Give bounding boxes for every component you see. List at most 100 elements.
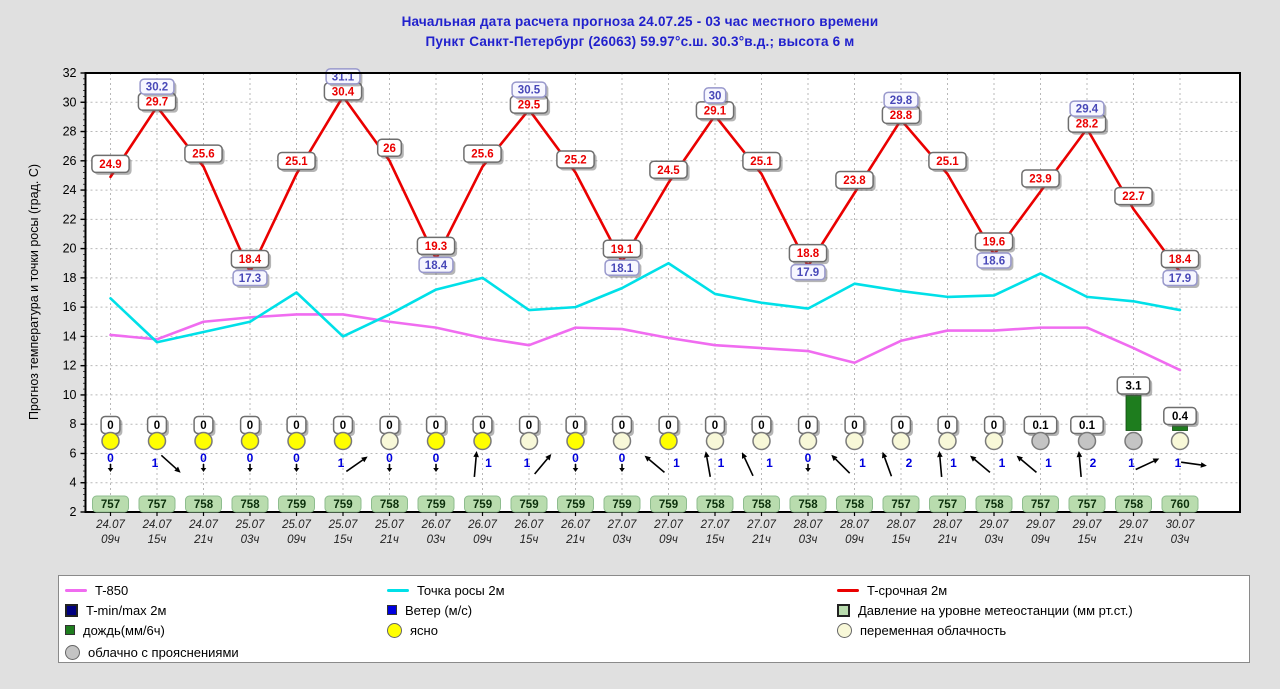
precip-value-label: 0 xyxy=(247,420,253,432)
cloud-icon-clear xyxy=(426,431,446,451)
wind-direction-arrow xyxy=(1135,460,1155,471)
wind-speed-value: 1 xyxy=(338,456,345,470)
temp-value-label: 25.1 xyxy=(936,156,959,168)
forecast-start-title: Начальная дата расчета прогноза 24.07.25… xyxy=(401,14,879,29)
y-tick-label: 30 xyxy=(63,95,77,109)
y-tick-label: 10 xyxy=(63,388,77,402)
precip-value-label: 0 xyxy=(758,420,764,432)
wind-speed-value: 1 xyxy=(950,456,957,470)
wind-speed-value: 0 xyxy=(107,451,114,465)
cloud-icon-partly xyxy=(845,431,864,451)
x-axis-date-label: 26.07 xyxy=(467,519,497,531)
legend-box: T-850 Точка росы 2м T-срочная 2м T-min/max … xyxy=(58,575,1250,663)
legend-marker-square xyxy=(65,603,78,617)
temp-value-label: 19.1 xyxy=(611,244,634,256)
wind-arrow-head xyxy=(361,456,368,463)
legend-marker-circle xyxy=(387,622,402,638)
wind-speed-value: 0 xyxy=(247,451,254,465)
cloud-icon-partly xyxy=(705,431,725,451)
x-axis-hour-label: 15ч xyxy=(520,534,539,546)
wind-speed-value: 2 xyxy=(1090,456,1097,470)
precip-value-box xyxy=(1116,376,1151,395)
wind-arrow-head xyxy=(1152,458,1160,464)
legend-item-label: ясно xyxy=(410,622,438,638)
tminmax-value-label: 17.9 xyxy=(1169,273,1191,285)
tminmax-value-box xyxy=(976,252,1012,269)
x-axis-date-label: 25.07 xyxy=(281,519,311,531)
x-axis-date-label: 27.07 xyxy=(746,519,776,531)
wind-arrow-head xyxy=(970,455,977,462)
cloud-icon-partly xyxy=(938,431,957,451)
cloud-icon-clear xyxy=(333,431,353,451)
x-axis-date-label: 29.07 xyxy=(1025,519,1055,531)
temp-value-box xyxy=(277,151,316,171)
tminmax-value-box xyxy=(511,81,547,98)
cloud-icon-partly xyxy=(380,431,399,451)
wind-arrow-head xyxy=(831,454,838,462)
cloud-icon-cloudy xyxy=(1031,431,1050,451)
precip-value-label: 0 xyxy=(572,420,578,432)
x-axis-hour-label: 03ч xyxy=(427,534,446,546)
legend-marker-line xyxy=(387,588,409,592)
temp-value-box xyxy=(376,138,403,158)
cloud-icon-cloudy xyxy=(1124,431,1143,451)
cloud-icon-clear xyxy=(566,431,585,451)
tminmax-value-label: 30.5 xyxy=(518,85,541,97)
pressure-value-label: 760 xyxy=(1170,499,1189,511)
x-axis-hour-label: 09ч xyxy=(1031,534,1050,546)
precip-value-label: 0 xyxy=(526,420,532,432)
precip-value-label: 0 xyxy=(340,420,346,432)
x-axis-hour-label: 21ч xyxy=(751,534,771,546)
x-axis-date-label: 24.07 xyxy=(95,519,125,531)
precip-value-label: 0 xyxy=(805,420,811,432)
wind-speed-value: 0 xyxy=(386,451,393,465)
legend-item-4: Ветер (м/с) xyxy=(387,601,472,619)
wind-arrow-head xyxy=(1200,462,1207,468)
x-axis-hour-label: 09ч xyxy=(287,534,306,546)
temp-value-box xyxy=(649,160,688,179)
wind-speed-value: 1 xyxy=(718,456,725,470)
tminmax-value-label: 17.3 xyxy=(239,273,261,285)
cloud-icon-partly xyxy=(798,431,818,451)
wind-arrow-head xyxy=(293,468,300,472)
wind-arrow-head xyxy=(433,468,439,472)
wind-arrow-head xyxy=(805,468,811,472)
y-tick-label: 2 xyxy=(70,505,77,519)
x-axis-date-label: 30.07 xyxy=(1166,519,1195,531)
y-tick-label: 32 xyxy=(63,66,77,80)
wind-direction-arrow xyxy=(974,458,991,473)
wind-speed-value: 1 xyxy=(1045,456,1052,470)
legend-item-2: T-срочная 2м xyxy=(837,581,947,599)
pressure-value-label: 757 xyxy=(101,499,120,511)
x-axis-date-label: 29.07 xyxy=(1072,519,1102,531)
wind-speed-value: 1 xyxy=(485,456,492,470)
tminmax-value-label: 31.1 xyxy=(332,71,355,83)
legend-item-label: Ветер (м/с) xyxy=(405,602,473,618)
tminmax-value-label: 18.4 xyxy=(425,260,448,272)
temp-value-label: 26 xyxy=(383,143,396,155)
wind-arrow-head xyxy=(742,452,748,459)
tminmax-value-box xyxy=(1069,100,1105,117)
pressure-value-label: 757 xyxy=(147,499,166,511)
temp-value-label: 29.7 xyxy=(146,97,168,109)
temp-value-box xyxy=(230,249,270,269)
wind-speed-value: 1 xyxy=(152,456,159,470)
legend-item-5: Давление на уровне метеостанции (мм рт.с… xyxy=(837,601,1133,619)
x-axis-date-label: 27.07 xyxy=(700,519,730,531)
temp-value-box xyxy=(602,239,642,259)
x-axis-date-label: 28.07 xyxy=(793,519,823,531)
tminmax-value-label: 30 xyxy=(709,90,722,102)
wind-arrow-head xyxy=(644,455,651,462)
tminmax-value-box xyxy=(703,87,727,104)
x-axis-hour-label: 21ч xyxy=(1123,534,1143,546)
wind-arrow-head xyxy=(1076,451,1083,458)
x-axis-hour-label: 09ч xyxy=(473,534,492,546)
pressure-value-label: 758 xyxy=(240,499,260,511)
temp-value-label: 23.9 xyxy=(1029,174,1051,186)
x-axis-hour-label: 21ч xyxy=(193,534,213,546)
wind-arrow-head xyxy=(881,451,888,459)
x-axis-hour-label: 03ч xyxy=(1171,534,1190,546)
x-axis-hour-label: 21ч xyxy=(379,534,399,546)
wind-direction-arrow xyxy=(648,458,665,473)
